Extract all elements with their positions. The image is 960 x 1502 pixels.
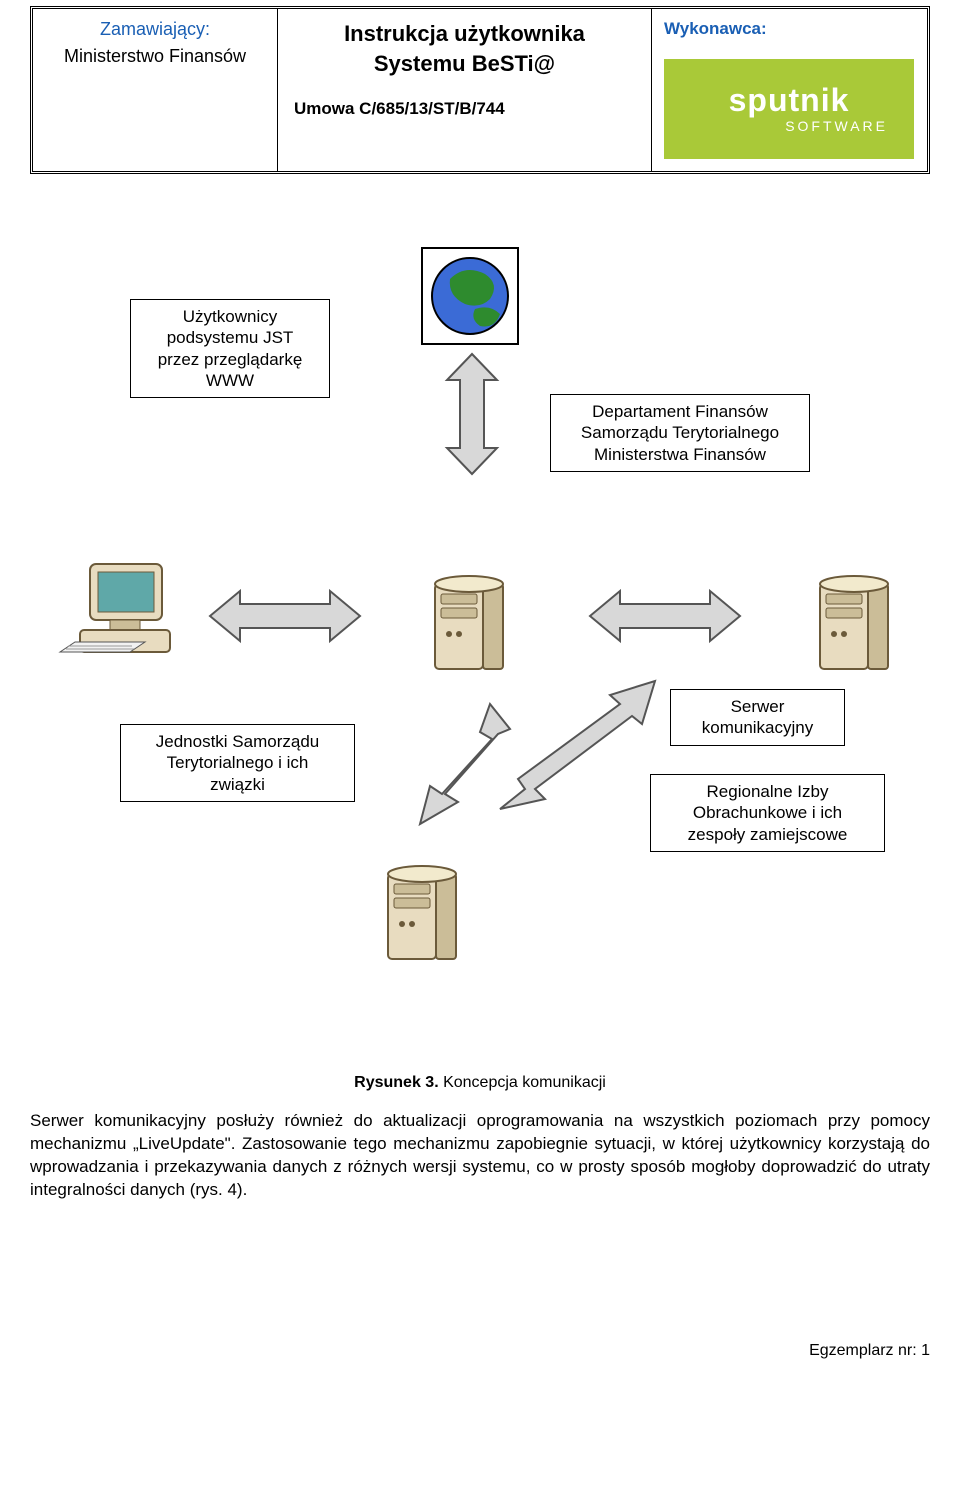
client-label: Zamawiający: bbox=[45, 19, 265, 40]
label-comm-server: Serwerkomunikacyjny bbox=[670, 689, 845, 746]
sputnik-logo: sputnik SOFTWARE bbox=[664, 59, 914, 159]
right-server-icon bbox=[820, 576, 888, 669]
doc-contract: Umowa C/685/13/ST/B/744 bbox=[290, 99, 639, 119]
header-client-cell: Zamawiający: Ministerstwo Finansów bbox=[33, 9, 278, 171]
client-name: Ministerstwo Finansów bbox=[45, 46, 265, 67]
logo-sub: SOFTWARE bbox=[785, 118, 888, 134]
header-table: Zamawiający: Ministerstwo Finansów Instr… bbox=[30, 6, 930, 174]
document-page: Zamawiający: Ministerstwo Finansów Instr… bbox=[0, 6, 960, 1390]
doc-title-line1: Instrukcja użytkownika bbox=[290, 21, 639, 47]
label-jst: Jednostki SamorząduTerytorialnego i ichz… bbox=[120, 724, 355, 802]
communication-diagram: Użytkownicypodsystemu JSTprzez przegląda… bbox=[30, 244, 930, 1044]
label-rio: Regionalne IzbyObrachunkowe i ichzespoły… bbox=[650, 774, 885, 852]
figure-caption: Rysunek 3. Koncepcja komunikacji bbox=[30, 1074, 930, 1092]
header-contractor-cell: Wykonawca: sputnik SOFTWARE bbox=[652, 9, 927, 171]
header-title-cell: Instrukcja użytkownika Systemu BeSTi@ Um… bbox=[278, 9, 652, 171]
caption-label: Rysunek 3. bbox=[354, 1074, 438, 1091]
doc-title-line2: Systemu BeSTi@ bbox=[290, 51, 639, 77]
bottom-server-icon bbox=[388, 866, 456, 959]
label-www-users: Użytkownicypodsystemu JSTprzez przegląda… bbox=[130, 299, 330, 398]
globe-icon bbox=[422, 248, 518, 344]
logo-brand: sputnik bbox=[729, 84, 850, 116]
body-paragraph: Serwer komunikacyjny posłuży również do … bbox=[30, 1110, 930, 1202]
computer-icon bbox=[60, 564, 170, 652]
caption-text: Koncepcja komunikacji bbox=[439, 1074, 606, 1091]
contractor-label: Wykonawca: bbox=[664, 19, 915, 39]
label-department: Departament FinansówSamorządu Terytorial… bbox=[550, 394, 810, 472]
page-footer: Egzemplarz nr: 1 bbox=[30, 1342, 930, 1360]
center-server-icon bbox=[435, 576, 503, 669]
